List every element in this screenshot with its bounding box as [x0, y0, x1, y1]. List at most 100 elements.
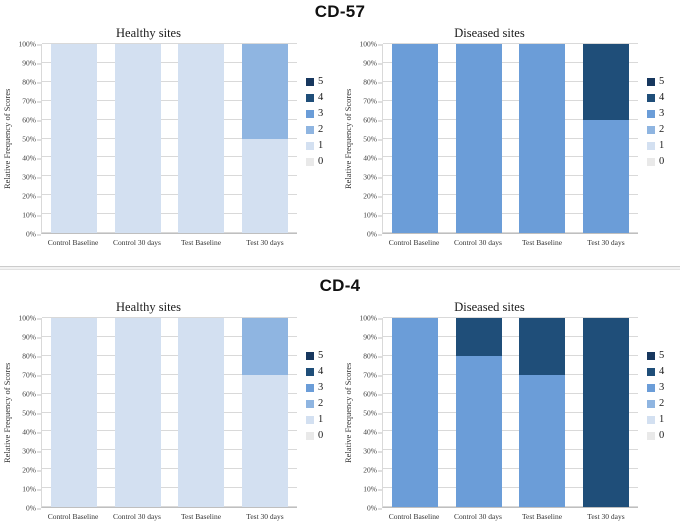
bar-slot — [233, 44, 297, 233]
y-tick-label: 20% — [22, 192, 41, 201]
legend-item: 3 — [306, 108, 339, 119]
gridline — [42, 335, 297, 337]
cd57-charts-row: Healthy sites Relative Frequency of Score… — [0, 24, 680, 252]
stacked-bar — [242, 44, 289, 233]
gridline — [42, 175, 297, 177]
y-tick-label: 40% — [22, 428, 41, 437]
bar-slot — [511, 318, 575, 507]
y-tick-label: 70% — [363, 371, 382, 380]
legend-swatch-4 — [647, 93, 655, 102]
gridline — [42, 232, 297, 233]
legend: 5 4 3 2 1 0 — [638, 44, 680, 234]
y-tick-label: 90% — [363, 333, 382, 342]
legend-swatch-2 — [647, 399, 655, 408]
stacked-bar — [391, 44, 438, 233]
bar-segment-score-4 — [519, 318, 566, 375]
stacked-bar — [242, 318, 289, 507]
bar-slot — [42, 318, 106, 507]
y-tick-label: 30% — [363, 447, 382, 456]
legend-swatch-3 — [647, 383, 655, 392]
stacked-bar — [391, 318, 438, 507]
y-tick-label: 50% — [22, 135, 41, 144]
y-tick-label: 90% — [22, 333, 41, 342]
legend-label: 0 — [318, 156, 324, 167]
legend-item: 4 — [306, 366, 339, 377]
bar-segment-score-1 — [114, 44, 161, 233]
bar-segment-score-3 — [455, 44, 502, 233]
legend-item: 5 — [647, 76, 680, 87]
y-tick-label: 80% — [22, 78, 41, 87]
y-axis-label: Relative Frequency of Scores — [343, 362, 353, 464]
y-tick-label: 70% — [363, 97, 382, 106]
legend-item: 2 — [306, 124, 339, 135]
legend-item: 1 — [306, 414, 339, 425]
legend-label: 3 — [318, 108, 324, 119]
gridline — [383, 194, 638, 196]
panel-title-cd57: CD-57 — [314, 2, 366, 21]
gridline — [383, 449, 638, 451]
bar-segment-score-2 — [242, 44, 289, 139]
gridline — [42, 411, 297, 413]
gridline — [42, 137, 297, 139]
stacked-bar — [114, 318, 161, 507]
gridline — [383, 373, 638, 375]
legend-label: 1 — [318, 414, 324, 425]
bar-segment-score-1 — [50, 44, 97, 233]
x-category-label: Control 30 days — [454, 512, 502, 521]
legend-label: 5 — [318, 350, 324, 361]
gridline — [42, 392, 297, 394]
legend-label: 4 — [659, 92, 665, 103]
chart-subtitle: Healthy sites — [116, 26, 181, 40]
legend-label: 0 — [659, 430, 665, 441]
plot-area — [41, 43, 297, 234]
legend-label: 0 — [659, 156, 665, 167]
legend-swatch-3 — [647, 109, 655, 118]
y-tick-label: 10% — [363, 485, 382, 494]
gridline — [42, 449, 297, 451]
x-category-label: Test 30 days — [246, 238, 284, 247]
bar-slot — [170, 44, 234, 233]
stacked-bar — [519, 44, 566, 233]
gridline — [383, 468, 638, 470]
y-tick-label: 60% — [363, 116, 382, 125]
y-tick-label: 0% — [26, 504, 41, 513]
gridline — [42, 373, 297, 375]
gridline — [383, 118, 638, 120]
y-tick-label: 100% — [360, 40, 383, 49]
legend-item: 1 — [306, 140, 339, 151]
x-category-label: Control 30 days — [113, 512, 161, 521]
gridline — [42, 317, 297, 318]
bar-slot — [574, 318, 638, 507]
y-tick-label: 60% — [363, 390, 382, 399]
x-category-label: Test 30 days — [587, 512, 625, 521]
bar-segment-score-3 — [519, 374, 566, 507]
bars-layer — [42, 44, 297, 233]
y-tick-label: 50% — [363, 409, 382, 418]
legend-swatch-5 — [647, 351, 655, 360]
bar-segment-score-4 — [583, 44, 630, 120]
legend-label: 4 — [318, 92, 324, 103]
plot-area — [41, 317, 297, 508]
gridline — [383, 430, 638, 432]
legend-item: 3 — [647, 108, 680, 119]
bars-layer — [42, 318, 297, 507]
chart-cd57-healthy: Healthy sites Relative Frequency of Score… — [0, 24, 339, 252]
gridline — [383, 156, 638, 158]
legend-label: 5 — [659, 76, 665, 87]
y-tick-label: 40% — [363, 154, 382, 163]
plot-area — [382, 43, 638, 234]
y-tick-label: 0% — [26, 230, 41, 239]
legend-swatch-0 — [647, 157, 655, 166]
panel-divider — [0, 266, 680, 270]
y-tick-label: 40% — [363, 428, 382, 437]
legend-item: 4 — [306, 92, 339, 103]
legend-label: 4 — [318, 366, 324, 377]
legend-item: 4 — [647, 366, 680, 377]
bar-slot — [233, 318, 297, 507]
bar-segment-score-3 — [391, 318, 438, 507]
gridline — [42, 43, 297, 44]
y-tick-label: 80% — [363, 78, 382, 87]
gridline — [42, 99, 297, 101]
x-category-label: Control Baseline — [47, 512, 99, 521]
bar-segment-score-3 — [455, 355, 502, 507]
